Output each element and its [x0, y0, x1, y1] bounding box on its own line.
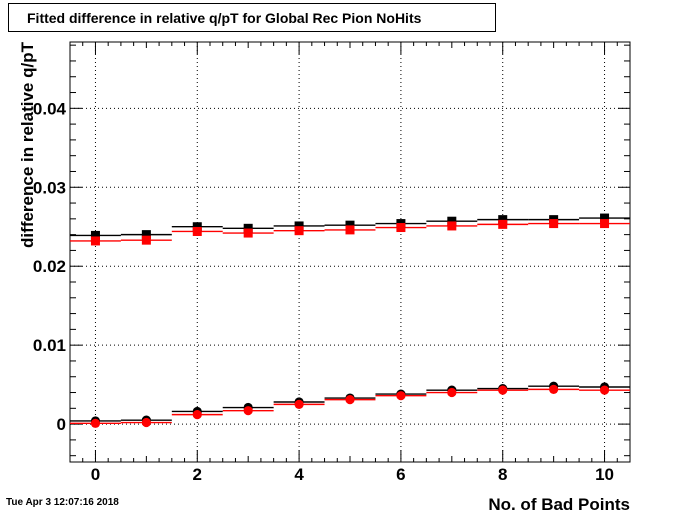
data-point-square — [447, 216, 457, 226]
y-tick-label: 0.04 — [33, 99, 67, 118]
data-point-square — [447, 221, 457, 231]
x-tick-label: 10 — [595, 465, 614, 484]
x-tick-label: 2 — [193, 465, 202, 484]
y-tick-label: 0.01 — [33, 336, 66, 355]
data-point-square — [345, 225, 355, 235]
data-point-square — [600, 213, 610, 223]
y-tick-label: 0 — [57, 415, 66, 434]
data-point-square — [600, 219, 610, 229]
x-tick-label: 4 — [294, 465, 304, 484]
data-point-square — [141, 235, 151, 245]
data-point-square — [90, 236, 100, 246]
data-point-square — [243, 228, 253, 238]
data-point-square — [294, 226, 304, 236]
x-axis-title: No. of Bad Points — [488, 495, 630, 514]
data-point-square — [396, 223, 406, 233]
series-layer — [70, 213, 630, 428]
x-tick-label: 0 — [91, 465, 100, 484]
data-point-circle — [192, 410, 202, 420]
grid-layer — [70, 42, 630, 462]
data-point-circle — [294, 399, 304, 409]
data-point-square — [192, 226, 202, 236]
axes-layer — [69, 41, 631, 463]
data-point-square — [549, 219, 559, 229]
data-point-square — [90, 230, 100, 240]
data-point-circle — [498, 385, 508, 395]
data-point-circle — [345, 395, 355, 405]
data-point-circle — [396, 391, 406, 401]
chart-title-box: Fitted difference in relative q/pT for G… — [8, 3, 496, 32]
x-tick-label: 6 — [396, 465, 405, 484]
data-point-circle — [549, 384, 559, 394]
timestamp: Tue Apr 3 12:07:16 2018 — [6, 497, 119, 508]
chart-title: Fitted difference in relative q/pT for G… — [27, 9, 422, 26]
data-point-circle — [141, 417, 151, 428]
data-point-square — [243, 223, 253, 233]
data-point-circle — [447, 387, 457, 398]
data-point-square — [192, 222, 202, 232]
data-point-circle — [90, 418, 101, 428]
data-point-circle — [243, 406, 253, 416]
x-tick-label: 8 — [498, 465, 507, 484]
data-point-square — [345, 220, 355, 230]
data-point-square — [498, 219, 508, 229]
data-point-square — [294, 221, 304, 231]
y-axis-title: difference in relative q/pT — [18, 41, 37, 248]
y-tick-label: 0.02 — [33, 257, 66, 276]
data-point-square — [498, 215, 508, 225]
data-point-square — [141, 230, 151, 240]
labels-layer: 0 2 4 6 8 10 0 0.01 0.02 0.03 0.04 No. of Bad Point… — [18, 41, 630, 514]
y-tick-label: 0.03 — [33, 178, 66, 197]
data-point-circle — [599, 385, 610, 395]
